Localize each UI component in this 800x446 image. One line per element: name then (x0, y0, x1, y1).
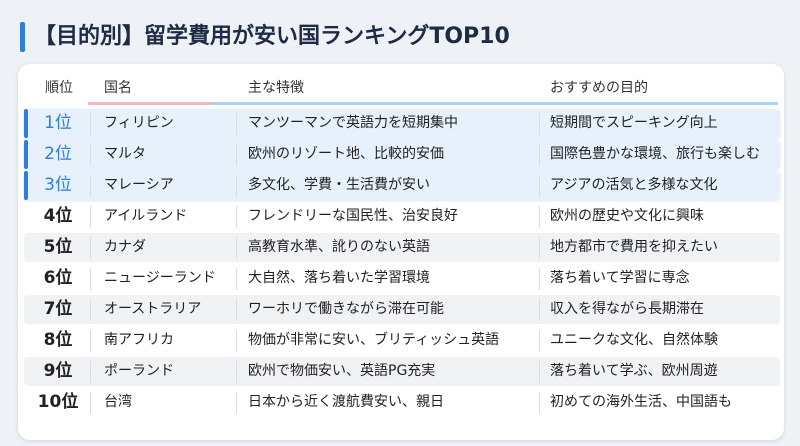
column-divider (90, 144, 91, 166)
rank: 4位 (43, 206, 73, 226)
rank: 10位 (37, 392, 79, 412)
feature: 日本から近く渡航費安い、親日 (248, 394, 444, 410)
column-divider (90, 268, 91, 290)
column-divider (236, 175, 237, 197)
column-divider (90, 113, 91, 135)
row-bg (24, 233, 780, 262)
column-divider (236, 237, 237, 259)
feature: 物価が非常に安い、ブリティッシュ英語 (248, 332, 500, 348)
rank-accent (24, 171, 28, 200)
row-bg (24, 295, 780, 324)
column-divider (236, 268, 237, 290)
purpose: 国際色豊かな環境、旅行も楽しむ (550, 146, 760, 162)
rank: 5位 (43, 237, 73, 257)
rank: 7位 (43, 299, 73, 319)
column-divider (90, 237, 91, 259)
row-bg (24, 357, 780, 386)
feature: ワーホリで働きながら滞在可能 (248, 301, 444, 317)
rank: 1位 (44, 113, 72, 133)
purpose: 地方都市で費用を抑えたい (550, 239, 718, 255)
column-divider (539, 268, 540, 290)
rank: 2位 (44, 144, 72, 164)
column-divider (236, 299, 237, 321)
column-divider (539, 299, 540, 321)
column-header: 順位 (45, 80, 73, 96)
rank-accent (24, 140, 28, 169)
feature: フレンドリーな国民性、治安良好 (248, 208, 458, 224)
column-divider (539, 237, 540, 259)
purpose: ユニークな文化、自然体験 (550, 332, 718, 348)
column-divider (539, 113, 540, 135)
country: アイルランド (104, 208, 188, 224)
column-divider (90, 175, 91, 197)
row-bg (24, 264, 780, 293)
column-divider (90, 206, 91, 228)
column-divider (90, 330, 91, 352)
purpose: 落ち着いて学ぶ、欧州周遊 (550, 363, 718, 379)
column-divider (539, 175, 540, 197)
column-divider (539, 330, 540, 352)
purpose: 初めての海外生活、中国語も (550, 394, 732, 410)
column-divider (236, 144, 237, 166)
column-divider (236, 361, 237, 383)
feature: 高教育水準、訛りのない英語 (248, 239, 430, 255)
column-divider (90, 392, 91, 414)
country: マルタ (104, 146, 146, 162)
feature: 多文化、学費・生活費が安い (248, 177, 430, 193)
purpose: アジアの活気と多様な文化 (550, 177, 718, 193)
column-divider (236, 392, 237, 414)
country: 台湾 (104, 394, 132, 410)
country: マレーシア (104, 177, 174, 193)
rank: 6位 (43, 268, 73, 288)
column-divider (236, 206, 237, 228)
country: フィリピン (104, 115, 174, 131)
country: 南アフリカ (104, 332, 174, 348)
row-bg (24, 171, 780, 200)
rank: 9位 (43, 361, 73, 381)
feature: 欧州で物価安い、英語PG充実 (248, 363, 436, 379)
row-bg (24, 202, 780, 231)
country: ポーランド (104, 363, 174, 379)
title: 【目的別】留学費用が安い国ランキングTOP10 (34, 24, 510, 49)
row-bg (24, 326, 780, 355)
rank-accent (24, 109, 28, 138)
header-underline (88, 102, 778, 105)
column-divider (539, 361, 540, 383)
column-divider (539, 392, 540, 414)
column-header: 国名 (104, 80, 132, 96)
purpose: 短期間でスピーキング向上 (550, 115, 718, 131)
row-bg (24, 109, 780, 138)
feature: 大自然、落ち着いた学習環境 (248, 270, 430, 286)
column-divider (236, 113, 237, 135)
rank: 3位 (44, 175, 72, 195)
column-divider (90, 299, 91, 321)
country: ニュージーランド (104, 270, 216, 286)
country: カナダ (104, 239, 146, 255)
title-accent (20, 22, 25, 52)
column-header: おすすめの目的 (550, 80, 648, 96)
purpose: 欧州の歴史や文化に興味 (550, 208, 704, 224)
row-bg (24, 140, 780, 169)
row-bg (24, 388, 780, 417)
rank: 8位 (43, 330, 73, 350)
column-header: 主な特徴 (248, 80, 304, 96)
feature: マンツーマンで英語力を短期集中 (248, 115, 458, 131)
column-divider (539, 206, 540, 228)
country: オーストラリア (104, 301, 202, 317)
column-divider (90, 361, 91, 383)
column-divider (236, 330, 237, 352)
column-divider (539, 144, 540, 166)
purpose: 落ち着いて学習に専念 (550, 270, 690, 286)
feature: 欧州のリゾート地、比較的安価 (248, 146, 444, 162)
purpose: 収入を得ながら長期滞在 (550, 301, 704, 317)
